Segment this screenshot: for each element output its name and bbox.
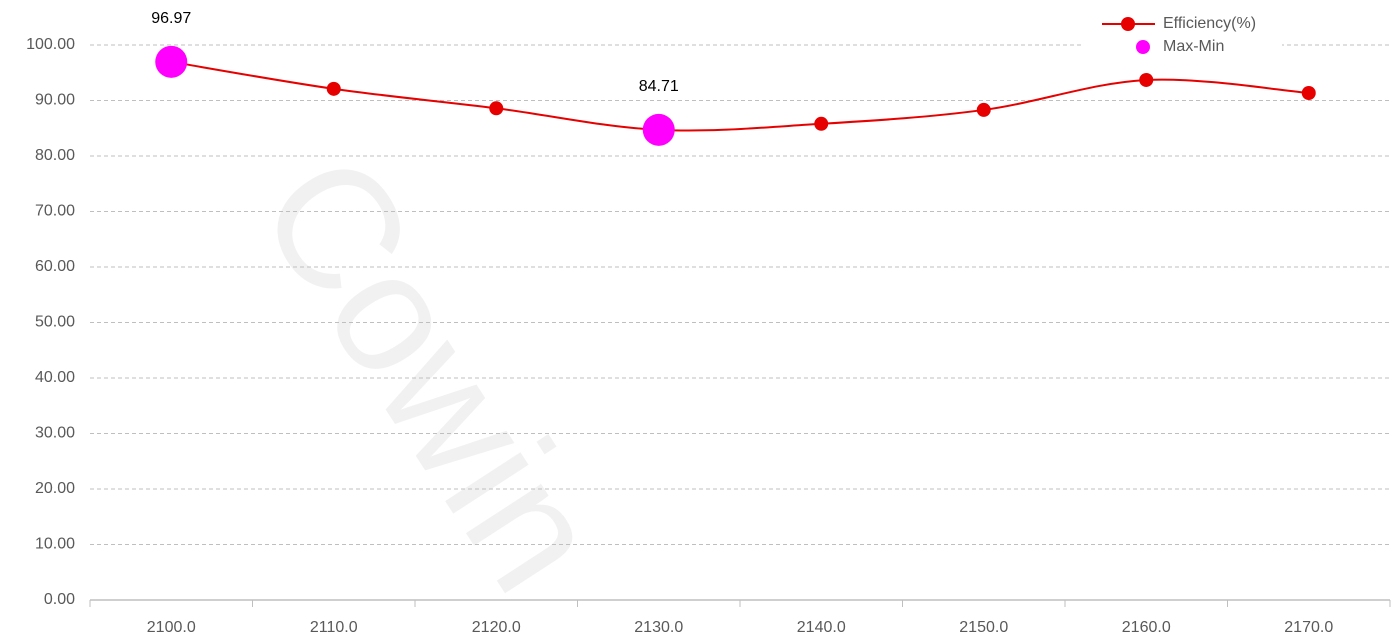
y-tick-label: 70.00 <box>35 203 75 220</box>
y-tick-label: 20.00 <box>35 480 75 497</box>
y-tick-label: 60.00 <box>35 258 75 275</box>
legend-marker <box>1136 40 1150 54</box>
x-tick-label: 2100.0 <box>147 619 196 636</box>
y-tick-label: 90.00 <box>35 92 75 109</box>
legend-label: Efficiency(%) <box>1163 15 1256 32</box>
y-tick-label: 50.00 <box>35 314 75 331</box>
legend-label: Max-Min <box>1163 38 1224 55</box>
y-tick-label: 80.00 <box>35 147 75 164</box>
x-tick-label: 2150.0 <box>959 619 1008 636</box>
point <box>1301 86 1316 101</box>
y-tick-label: 40.00 <box>35 369 75 386</box>
x-tick-label: 2170.0 <box>1284 619 1333 636</box>
y-tick-label: 30.00 <box>35 425 75 442</box>
y-tick-label: 10.00 <box>35 536 75 553</box>
data-label: 84.71 <box>639 78 679 95</box>
x-tick-label: 2120.0 <box>472 619 521 636</box>
series-line <box>171 60 1309 132</box>
data-label: 96.97 <box>151 10 191 27</box>
point <box>814 116 829 131</box>
point <box>1139 72 1154 87</box>
x-tick-label: 2130.0 <box>634 619 683 636</box>
x-tick-label: 2160.0 <box>1122 619 1171 636</box>
point <box>326 81 341 96</box>
y-tick-label: 0.00 <box>44 591 75 608</box>
point <box>976 102 991 117</box>
x-tick-label: 2110.0 <box>310 619 358 636</box>
legend-marker <box>1121 17 1135 31</box>
point <box>489 101 504 116</box>
legend-background <box>1082 12 1282 60</box>
y-tick-label: 100.00 <box>26 36 75 53</box>
watermark: Cowin <box>223 123 640 623</box>
x-tick-label: 2140.0 <box>797 619 846 636</box>
max-min-point <box>642 113 675 146</box>
max-min-point <box>155 45 188 78</box>
